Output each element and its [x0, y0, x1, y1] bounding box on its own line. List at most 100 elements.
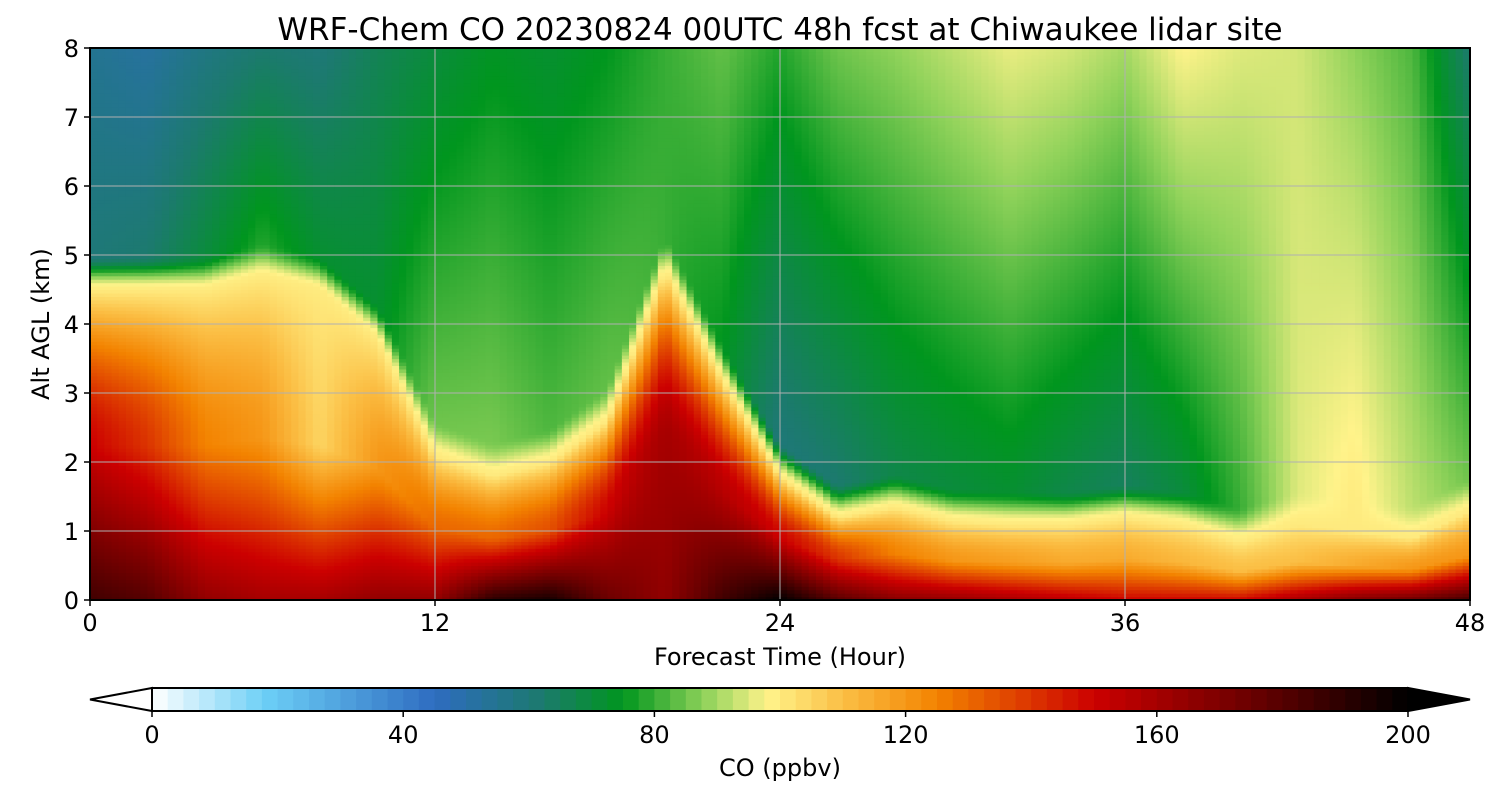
heatmap-cell: [284, 517, 292, 522]
heatmap-cell: [169, 137, 177, 142]
heatmap-cell: [248, 451, 256, 456]
heatmap-cell: [161, 544, 170, 549]
heatmap-cell: [233, 213, 242, 218]
heatmap-cell: [154, 127, 163, 132]
heatmap-cell: [147, 237, 156, 242]
heatmap-cell: [291, 334, 300, 339]
heatmap-cell: [197, 210, 206, 215]
heatmap-cell: [255, 151, 264, 156]
heatmap-cell: [284, 430, 292, 435]
heatmap-cell: [255, 75, 264, 80]
heatmap-cell: [276, 179, 285, 184]
heatmap-cell: [147, 551, 156, 556]
heatmap-cell: [255, 541, 264, 546]
heatmap-cell: [133, 317, 141, 322]
heatmap-cell: [147, 217, 156, 222]
heatmap-cell: [233, 120, 242, 125]
heatmap-cell: [90, 489, 98, 494]
heatmap-cell: [176, 386, 185, 391]
heatmap-cell: [276, 217, 285, 222]
heatmap-cell: [276, 230, 285, 235]
heatmap-cell: [97, 58, 105, 63]
heatmap-cell: [233, 99, 242, 104]
heatmap-cell: [154, 192, 163, 197]
heatmap-cell: [111, 103, 120, 108]
heatmap-cell: [255, 192, 264, 197]
heatmap-cell: [176, 593, 185, 598]
heatmap-cell: [176, 520, 185, 525]
heatmap-cell: [154, 199, 163, 204]
heatmap-cell: [212, 61, 220, 66]
heatmap-cell: [90, 572, 98, 577]
heatmap-cell: [284, 330, 292, 335]
heatmap-cell: [147, 255, 156, 260]
heatmap-cell: [291, 199, 300, 204]
heatmap-cell: [161, 182, 170, 187]
heatmap-cell: [154, 586, 163, 591]
heatmap-cell: [205, 182, 213, 187]
heatmap-cell: [169, 75, 177, 80]
heatmap-cell: [248, 417, 256, 422]
heatmap-cell: [219, 151, 228, 156]
heatmap-cell: [291, 579, 300, 584]
heatmap-cell: [169, 455, 177, 460]
heatmap-cell: [262, 317, 271, 322]
heatmap-cell: [269, 99, 278, 104]
heatmap-cell: [118, 558, 127, 563]
heatmap-cell: [269, 161, 278, 166]
heatmap-cell: [298, 255, 307, 260]
heatmap-cell: [169, 265, 177, 270]
heatmap-cell: [255, 103, 264, 108]
heatmap-cell: [97, 330, 105, 335]
heatmap-cell: [90, 255, 98, 260]
heatmap-cell: [305, 465, 314, 470]
heatmap-cell: [248, 99, 256, 104]
heatmap-cell: [205, 355, 213, 360]
heatmap-cell: [133, 420, 141, 425]
heatmap-cell: [248, 51, 256, 56]
heatmap-cell: [205, 537, 213, 542]
heatmap-cell: [169, 551, 177, 556]
heatmap-cell: [118, 68, 127, 73]
heatmap-cell: [183, 255, 192, 260]
heatmap-cell: [312, 589, 321, 594]
heatmap-cell: [226, 413, 235, 418]
heatmap-cell: [248, 382, 256, 387]
heatmap-cell: [90, 72, 98, 77]
heatmap-cell: [276, 265, 285, 270]
heatmap-cell: [140, 199, 149, 204]
heatmap-cell: [118, 427, 127, 432]
heatmap-cell: [197, 54, 206, 59]
heatmap-cell: [161, 472, 170, 477]
heatmap-cell: [276, 365, 285, 370]
heatmap-cell: [111, 72, 120, 77]
heatmap-cell: [291, 217, 300, 222]
heatmap-cell: [255, 448, 264, 453]
heatmap-cell: [276, 68, 285, 73]
heatmap-cell: [97, 382, 105, 387]
heatmap-cell: [276, 389, 285, 394]
heatmap-cell: [111, 148, 120, 153]
heatmap-cell: [169, 399, 177, 404]
heatmap-cell: [176, 427, 185, 432]
heatmap-cell: [147, 251, 156, 256]
heatmap-cell: [154, 227, 163, 232]
heatmap-cell: [197, 272, 206, 277]
heatmap-cell: [111, 189, 120, 194]
heatmap-cell: [197, 517, 206, 522]
heatmap-cell: [305, 548, 314, 553]
heatmap-cell: [298, 424, 307, 429]
heatmap-cell: [125, 493, 134, 498]
heatmap-cell: [255, 275, 264, 280]
heatmap-cell: [212, 161, 220, 166]
heatmap-cell: [276, 482, 285, 487]
heatmap-cell: [111, 99, 120, 104]
heatmap-cell: [226, 486, 235, 491]
heatmap-cell: [147, 51, 156, 56]
heatmap-cell: [305, 189, 314, 194]
heatmap-cell: [161, 154, 170, 159]
heatmap-cell: [190, 531, 199, 536]
heatmap-cell: [190, 296, 199, 301]
heatmap-cell: [104, 54, 113, 59]
heatmap-cell: [233, 527, 242, 532]
